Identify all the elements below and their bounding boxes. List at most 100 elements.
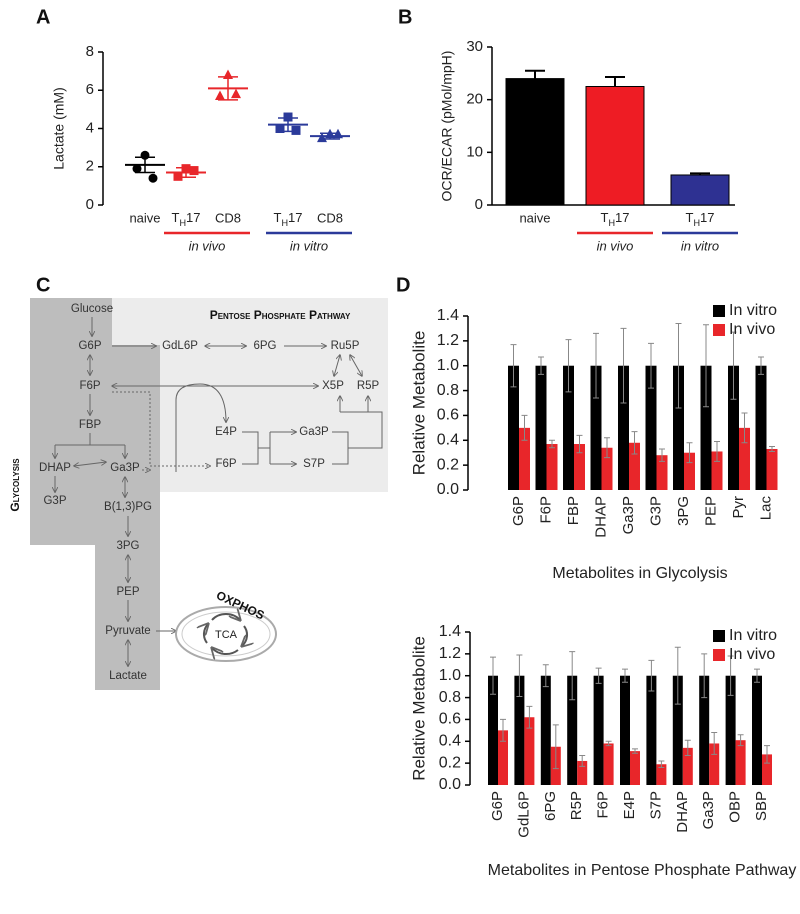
bar <box>540 675 551 785</box>
x-tick-label: S7P <box>647 791 664 819</box>
data-point <box>189 166 199 176</box>
error-bar <box>620 327 627 404</box>
panel-label: D <box>396 274 410 296</box>
x-tick-label: 6PG <box>542 791 559 821</box>
x-tick-label: FBP <box>565 496 582 525</box>
error-bar <box>516 654 523 697</box>
panel-label: B <box>398 6 412 28</box>
node: Ga3P <box>110 462 140 474</box>
error-bar <box>684 739 691 756</box>
node: 3PG <box>116 540 139 552</box>
panel-label: C <box>36 274 50 296</box>
node: X5P <box>322 380 344 392</box>
y-tick-label: 0.0 <box>437 481 459 498</box>
error-bar <box>500 718 506 742</box>
error-bar <box>525 69 545 79</box>
bar <box>766 448 778 490</box>
y-tick-label: 0.0 <box>439 776 461 793</box>
x-tick-label: Pyr <box>730 496 747 519</box>
error-bar <box>659 448 665 462</box>
error-bar <box>711 732 718 755</box>
y-tick-label: 0.4 <box>437 432 459 449</box>
error-bar <box>754 668 760 683</box>
mitochondrion: TCA OXPHOS <box>175 588 277 662</box>
y-tick-label: 4 <box>86 119 94 136</box>
bar <box>699 675 710 785</box>
error-bar <box>576 434 583 454</box>
node: B(1,3)PG <box>104 501 152 513</box>
node: G3P <box>43 495 66 507</box>
y-tick-label: 0.6 <box>439 711 461 728</box>
x-tick-label: TH17 <box>601 210 630 228</box>
error-bar <box>730 331 737 400</box>
x-tick-label: Ga3P <box>620 496 637 534</box>
error-bar <box>737 734 744 747</box>
y-tick-label: 0.8 <box>437 382 459 399</box>
error-bar <box>490 656 496 695</box>
error-bar <box>579 754 586 767</box>
bar <box>508 365 519 490</box>
node: FBP <box>79 419 102 431</box>
error-bar <box>595 667 602 684</box>
group-label: in vivo <box>597 238 634 253</box>
bar <box>755 365 767 490</box>
error-bar <box>632 748 638 754</box>
data-point <box>275 124 285 133</box>
bar <box>618 365 629 490</box>
error-bar <box>565 339 572 393</box>
y-tick-label: 0.8 <box>439 689 461 706</box>
x-tick-label: E4P <box>621 791 638 819</box>
y-tick-label: 0 <box>475 196 483 213</box>
bar <box>728 365 739 490</box>
bar <box>700 365 712 490</box>
legend-swatch <box>713 630 725 642</box>
error-bar <box>605 740 612 747</box>
bar <box>590 365 602 490</box>
y-axis-label: Relative Metabolite <box>409 331 428 476</box>
node: Ga3P <box>299 426 329 438</box>
x-tick-label: TH17 <box>686 210 715 228</box>
y-tick-label: 0.4 <box>439 733 461 750</box>
error-bar <box>675 322 682 409</box>
bar <box>535 365 547 490</box>
x-tick-label: F6P <box>537 496 554 524</box>
y-tick-label: 6 <box>86 81 94 98</box>
x-tick-label: SBP <box>753 791 770 821</box>
x-tick-label: F6P <box>595 791 612 819</box>
error-bar <box>135 156 155 174</box>
bar <box>725 675 736 785</box>
bar <box>567 675 578 785</box>
group-label: in vitro <box>290 238 328 253</box>
error-bar <box>701 653 708 699</box>
error-bar <box>648 659 655 692</box>
error-bar <box>622 668 628 683</box>
node: S7P <box>303 458 325 470</box>
y-tick-label: 8 <box>86 43 94 60</box>
y-tick-label: 2 <box>86 158 94 175</box>
bar <box>672 675 683 785</box>
bar <box>711 451 723 490</box>
bar <box>593 675 604 785</box>
x-tick-label: naive <box>129 210 160 225</box>
bar <box>682 747 693 785</box>
error-bar <box>542 664 549 688</box>
error-bar <box>648 342 654 389</box>
y-axis-label: Lactate (mM) <box>51 87 67 169</box>
y-axis-label: OCR/ECAR (pMol/mpH) <box>439 51 455 202</box>
node: Pyruvate <box>105 625 150 637</box>
bar <box>620 675 630 785</box>
bar <box>630 751 640 785</box>
error-bar <box>218 76 238 101</box>
bar <box>546 444 558 490</box>
x-tick-label: Lac <box>757 496 774 521</box>
error-bar <box>631 431 638 455</box>
y-tick-label: 1.0 <box>437 357 459 374</box>
data-point <box>231 88 241 99</box>
x-tick-label: CD8 <box>215 210 241 225</box>
legend-label: In vitro <box>729 302 777 319</box>
x-tick-label: Ga3P <box>700 791 717 829</box>
y-tick-label: 1.2 <box>437 332 459 349</box>
data-point <box>173 171 183 181</box>
data-point <box>148 173 158 183</box>
data-point <box>132 164 142 174</box>
